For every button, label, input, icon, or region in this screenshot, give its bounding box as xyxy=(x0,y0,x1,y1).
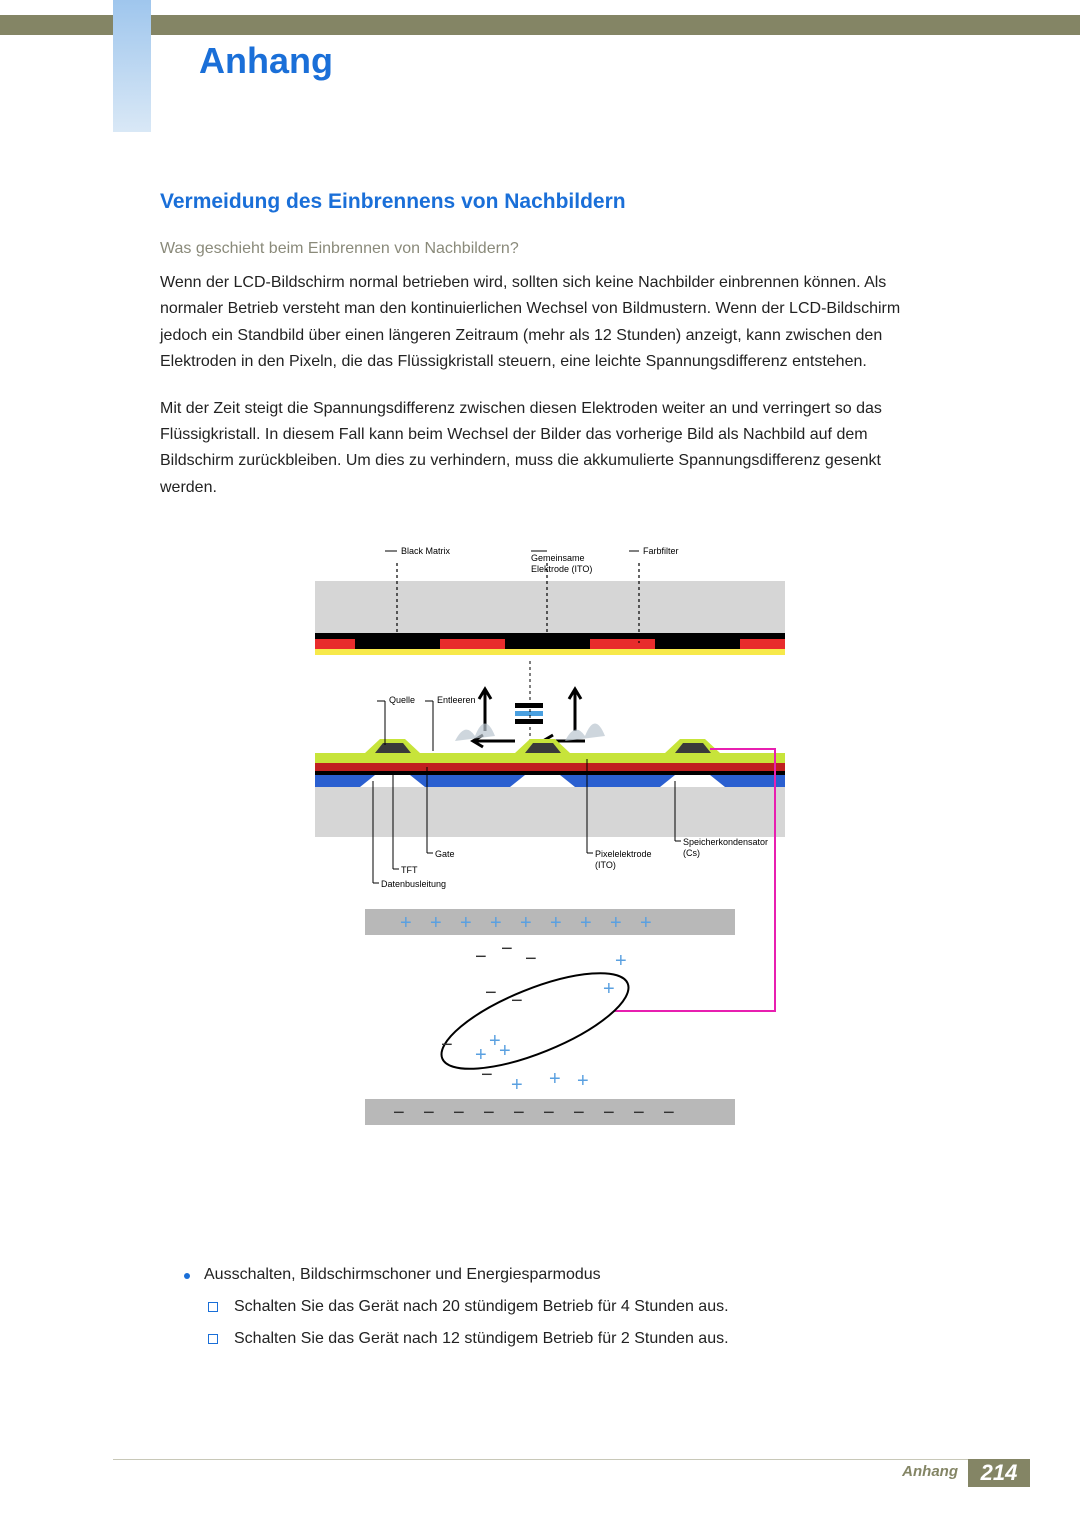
svg-text:−: − xyxy=(513,1102,525,1124)
svg-text:−: − xyxy=(663,1102,675,1124)
label-data-bus: Datenbusleitung xyxy=(381,879,446,889)
content-area: Vermeidung des Einbrennens von Nachbilde… xyxy=(160,190,940,1151)
svg-text:−: − xyxy=(453,1102,465,1124)
svg-text:+: + xyxy=(603,978,615,1000)
svg-text:+: + xyxy=(475,1044,487,1066)
svg-text:+: + xyxy=(460,912,472,934)
svg-text:−: − xyxy=(603,1102,615,1124)
label-color-filter: Farbfilter xyxy=(643,546,679,556)
svg-text:−: − xyxy=(543,1102,555,1124)
svg-text:+: + xyxy=(610,912,622,934)
svg-text:+: + xyxy=(499,1040,511,1062)
label-pixel-electrode: Pixelelektrode(ITO) xyxy=(595,849,652,870)
label-storage-cap: Speicherkondensator(Cs) xyxy=(683,837,768,858)
svg-text:−: − xyxy=(511,990,523,1012)
list-subitem: Schalten Sie das Gerät nach 20 stündigem… xyxy=(204,1298,940,1316)
svg-text:−: − xyxy=(485,982,497,1004)
svg-text:−: − xyxy=(441,1034,453,1056)
svg-text:−: − xyxy=(393,1102,405,1124)
svg-text:−: − xyxy=(481,1064,493,1086)
chapter-title: Anhang xyxy=(199,40,333,82)
svg-text:+: + xyxy=(550,912,562,934)
svg-text:−: − xyxy=(501,938,513,960)
footer-rule xyxy=(113,1459,1030,1460)
svg-text:−: − xyxy=(525,948,537,970)
label-common-electrode: GemeinsameElektrode (ITO) xyxy=(531,553,592,574)
svg-text:−: − xyxy=(633,1102,645,1124)
section-subtitle: Was geschieht beim Einbrennen von Nachbi… xyxy=(160,240,940,258)
svg-text:+: + xyxy=(549,1068,561,1090)
footer-label: Anhang xyxy=(902,1463,958,1480)
svg-text:+: + xyxy=(615,950,627,972)
paragraph-1: Wenn der LCD-Bildschirm normal betrieben… xyxy=(160,270,940,376)
svg-text:+: + xyxy=(577,1070,589,1092)
svg-text:+: + xyxy=(490,912,502,934)
svg-text:−: − xyxy=(573,1102,585,1124)
label-black-matrix: Black Matrix xyxy=(401,546,451,556)
section-title: Vermeidung des Einbrennens von Nachbilde… xyxy=(160,190,940,214)
header-bar xyxy=(0,15,1080,35)
svg-text:+: + xyxy=(580,912,592,934)
svg-text:+: + xyxy=(400,912,412,934)
svg-text:−: − xyxy=(423,1102,435,1124)
svg-text:+: + xyxy=(430,912,442,934)
label-gate: Gate xyxy=(435,849,455,859)
label-source: Quelle xyxy=(389,695,415,705)
label-tft: TFT xyxy=(401,865,418,875)
svg-text:−: − xyxy=(475,946,487,968)
svg-text:+: + xyxy=(511,1074,523,1096)
header-stripe xyxy=(113,0,151,132)
bullet-list: Ausschalten, Bildschirmschoner und Energ… xyxy=(180,1266,940,1362)
page-number: 214 xyxy=(968,1459,1030,1487)
lcd-pixel-diagram: Black Matrix GemeinsameElektrode (ITO) F… xyxy=(315,531,785,1151)
page-footer: Anhang 214 xyxy=(113,1459,1030,1487)
svg-text:+: + xyxy=(640,912,652,934)
label-drain: Entleeren xyxy=(437,695,476,705)
list-item: Ausschalten, Bildschirmschoner und Energ… xyxy=(180,1266,940,1284)
svg-text:−: − xyxy=(483,1102,495,1124)
paragraph-2: Mit der Zeit steigt die Spannungsdiffere… xyxy=(160,396,940,502)
svg-text:+: + xyxy=(520,912,532,934)
list-subitem: Schalten Sie das Gerät nach 12 stündigem… xyxy=(204,1330,940,1348)
